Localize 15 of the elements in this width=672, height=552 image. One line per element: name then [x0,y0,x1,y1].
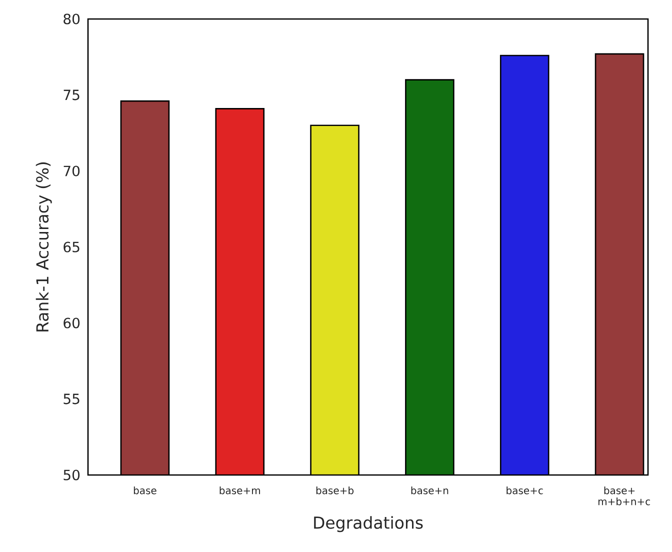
y-tick-label: 60 [64,318,80,328]
y-tick-label: 50 [64,470,80,480]
y-tick-label: 80 [64,14,80,24]
x-tick-label: base+c [506,486,543,494]
x-tick-label: base+m [220,486,260,494]
x-tick-label: base+b [316,486,354,494]
y-tick-label: 65 [64,242,80,252]
y-tick-label: 55 [64,394,80,404]
x-tick-label: base [134,486,156,494]
y-tick-label: 70 [64,166,80,176]
y-axis-title: Rank-1 Accuracy (%) [36,162,52,332]
y-tick-label: 75 [64,90,80,100]
x-axis-title: Degradations [314,516,423,532]
x-tick-label: base+n [411,486,448,494]
x-tick-label: base+ m+b+n+c [598,486,650,506]
